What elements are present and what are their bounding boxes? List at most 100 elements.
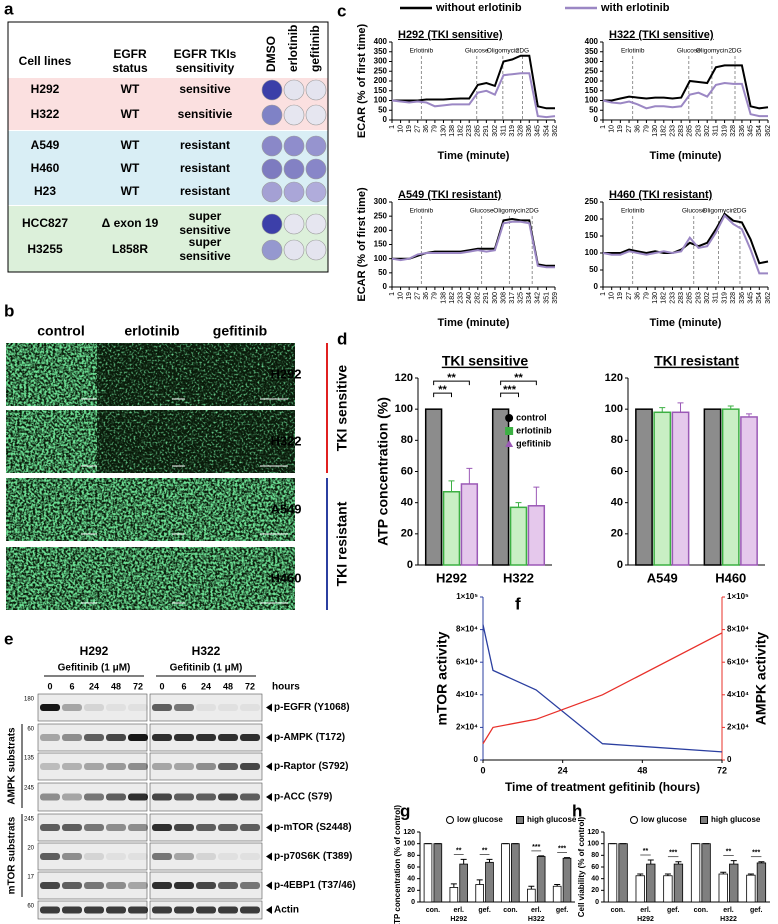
cell-text: resistant (180, 184, 230, 198)
y-tick-label: 120 (403, 829, 415, 836)
series-line (602, 213, 768, 275)
column-header: erlotinib (286, 25, 300, 72)
band (218, 763, 238, 770)
blot-frame (37, 752, 148, 781)
bar (424, 408, 443, 566)
x-tick-label: 130 (440, 125, 447, 137)
cell-text: H460 (31, 161, 60, 175)
y-tick-label: 60 (611, 465, 623, 477)
y-tick-label: 4×10⁴ (456, 690, 478, 699)
x-tick-label: con. (694, 907, 708, 914)
arrow (266, 852, 272, 861)
x-tick-label: 300 (492, 292, 499, 304)
y-tick-label: 40 (407, 876, 415, 883)
x-tick-label: 19 (406, 125, 413, 133)
event-label: 2DG (525, 208, 538, 215)
y-tick-label: 8×10⁴ (727, 625, 749, 634)
y-tick-label: 100 (374, 254, 388, 263)
well (305, 135, 327, 157)
well (283, 158, 305, 180)
bar (527, 888, 536, 903)
band (196, 853, 216, 860)
band (106, 734, 126, 741)
cell-text: sensitive (179, 223, 231, 237)
lane-label: 24 (89, 681, 99, 691)
cell-text: status (112, 61, 148, 75)
x-tick-label: 319 (509, 125, 516, 137)
x-tick-label: 36 (635, 292, 642, 300)
y-tick-label: 60 (407, 864, 415, 871)
error-bar (466, 467, 473, 484)
blot-label: p-Raptor (S792) (274, 761, 348, 772)
x-tick-label: erl. (531, 907, 542, 914)
panel-label: f (515, 594, 521, 613)
panel-label: c (337, 1, 346, 20)
x-tick-label: gef. (556, 907, 569, 914)
band (196, 882, 216, 889)
y-tick-label: 0 (595, 899, 599, 906)
bar (442, 491, 461, 566)
event-label: Glucose (682, 208, 706, 215)
blot-label: p-4EBP1 (T37/46) (274, 880, 356, 891)
column-header: erlotinib (124, 323, 179, 339)
x-tick-label: erl. (723, 907, 734, 914)
mw-marker: 135 (24, 756, 35, 762)
band (218, 793, 238, 801)
x-tick-label: 27 (415, 125, 422, 133)
y-tick-label: 4×10⁴ (727, 690, 749, 699)
y-tick-label: 40 (591, 876, 599, 883)
x-tick-label: 19 (617, 125, 624, 133)
cell-text: HCC827 (22, 216, 68, 230)
x-tick-label: 79 (643, 125, 650, 133)
row-label: H292 (270, 366, 301, 381)
band (40, 882, 60, 889)
well (261, 213, 283, 235)
y-tick-label: 80 (591, 852, 599, 859)
band (152, 763, 172, 770)
error-bar (747, 873, 754, 876)
cell-text: EGFR TKIs (174, 47, 237, 61)
x-tick-label: 345 (535, 125, 542, 137)
cell-text: resistant (180, 138, 230, 152)
blot-label: p-ACC (S79) (274, 792, 332, 803)
error-bar (515, 502, 522, 508)
lane-label: 24 (201, 681, 211, 691)
blot-label: p-EGFR (Y1068) (274, 702, 350, 713)
x-tick-label: 19 (406, 292, 413, 300)
well (305, 239, 327, 261)
band (62, 763, 82, 770)
event-label: 2DG (733, 208, 746, 215)
cell-text: H23 (34, 184, 56, 198)
x-tick-label: 302 (492, 125, 499, 137)
cell-text: A549 (31, 138, 60, 152)
sig-label: ** (456, 847, 462, 854)
y-tick-label: 20 (407, 887, 415, 894)
y-tick-label: 2×10⁴ (456, 723, 478, 732)
x-tick-label: 182 (661, 292, 668, 304)
band (40, 704, 60, 711)
x-tick-label: 302 (704, 292, 711, 304)
x-tick-label: 27 (415, 292, 422, 300)
bar (703, 408, 722, 566)
x-tick-label: gef. (750, 907, 763, 914)
band (40, 734, 60, 741)
y-tick-label: 40 (401, 497, 413, 509)
arrow (266, 733, 272, 742)
x-tick-label: 336 (739, 292, 746, 304)
x-tick-label: 240 (466, 292, 473, 304)
band (62, 824, 82, 831)
y-tick-label: 200 (374, 76, 388, 85)
bar (646, 863, 656, 903)
mw-marker: 20 (27, 846, 34, 852)
y-tick-label: 150 (374, 86, 388, 95)
bar (536, 856, 546, 903)
cell-line: H292 (80, 644, 109, 658)
micrograph-cells (185, 343, 295, 406)
bar (740, 416, 758, 566)
x-tick-label: 36 (635, 125, 642, 133)
error-bar (448, 480, 455, 492)
y-tick-label: 200 (585, 214, 599, 223)
band (174, 704, 194, 711)
x-tick-label: 319 (721, 125, 728, 137)
